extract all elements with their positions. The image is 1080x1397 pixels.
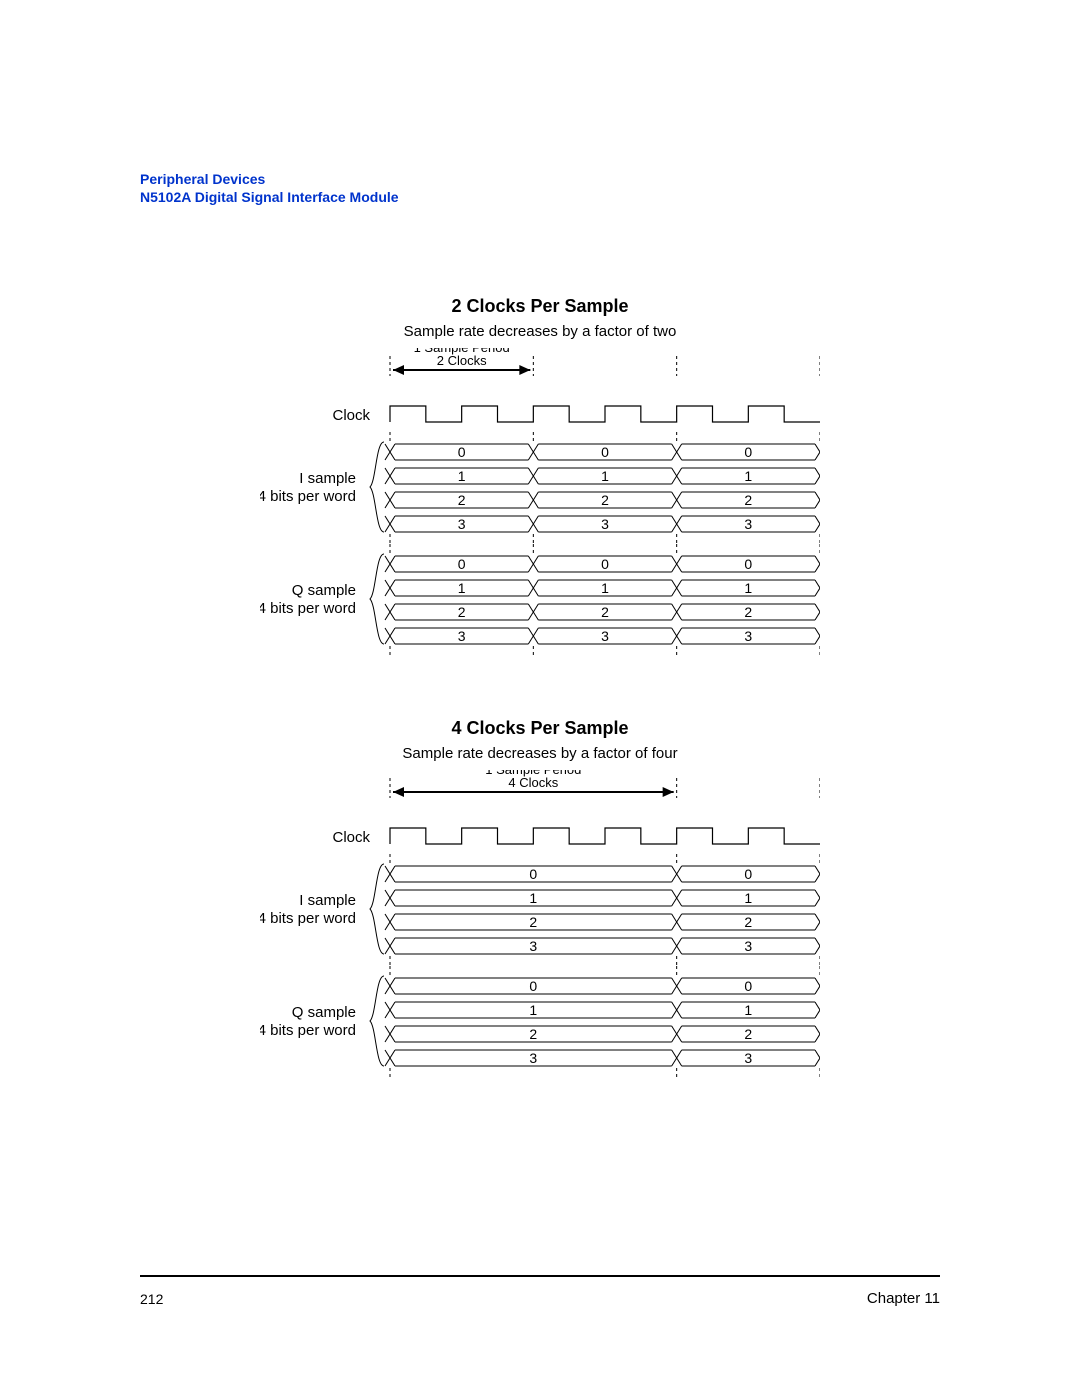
svg-text:3: 3	[744, 516, 752, 532]
svg-text:1: 1	[529, 1002, 537, 1018]
svg-text:3: 3	[744, 628, 752, 644]
breadcrumb-line1: Peripheral Devices	[140, 171, 265, 187]
svg-text:0: 0	[458, 444, 466, 460]
svg-text:0: 0	[529, 978, 537, 994]
svg-text:2: 2	[601, 492, 609, 508]
diagram-2-clocks: 2 Clocks Per Sample Sample rate decrease…	[140, 296, 940, 678]
svg-text:2: 2	[458, 492, 466, 508]
svg-text:1: 1	[744, 580, 752, 596]
svg-text:3: 3	[744, 938, 752, 954]
svg-text:1: 1	[744, 468, 752, 484]
svg-text:4 bits per word: 4 bits per word	[260, 488, 356, 505]
page-number: 212	[140, 1291, 163, 1307]
diagram-subtitle: Sample rate decreases by a factor of fou…	[140, 745, 940, 762]
diagram-4-clocks: 4 Clocks Per Sample Sample rate decrease…	[140, 718, 940, 1100]
page: Peripheral Devices N5102A Digital Signal…	[0, 0, 1080, 1397]
svg-text:1: 1	[529, 890, 537, 906]
svg-text:1: 1	[458, 580, 466, 596]
svg-text:Q sample: Q sample	[292, 582, 356, 599]
chapter-label: Chapter 11	[867, 1290, 940, 1307]
svg-text:0: 0	[744, 556, 752, 572]
breadcrumb-line2: N5102A Digital Signal Interface Module	[140, 189, 399, 205]
svg-text:2: 2	[529, 914, 537, 930]
breadcrumb: Peripheral Devices N5102A Digital Signal…	[140, 170, 940, 206]
svg-text:3: 3	[458, 516, 466, 532]
timing-diagram-svg: 1 Sample Period4 ClocksClock00112233I sa…	[260, 770, 820, 1100]
svg-text:0: 0	[744, 444, 752, 460]
svg-text:4 bits per word: 4 bits per word	[260, 910, 356, 927]
svg-text:2: 2	[744, 914, 752, 930]
svg-text:3: 3	[744, 1050, 752, 1066]
diagram-title: 4 Clocks Per Sample	[140, 718, 940, 739]
svg-text:0: 0	[744, 866, 752, 882]
svg-text:3: 3	[529, 1050, 537, 1066]
diagram-title: 2 Clocks Per Sample	[140, 296, 940, 317]
svg-text:2: 2	[601, 604, 609, 620]
svg-text:4 bits per word: 4 bits per word	[260, 600, 356, 617]
svg-text:0: 0	[601, 444, 609, 460]
svg-text:2: 2	[744, 604, 752, 620]
svg-text:1: 1	[601, 580, 609, 596]
svg-text:3: 3	[458, 628, 466, 644]
timing-diagram-svg: 1 Sample Period2 ClocksClock000111222333…	[260, 348, 820, 678]
svg-text:4 Clocks: 4 Clocks	[508, 775, 558, 790]
svg-text:4 bits per word: 4 bits per word	[260, 1022, 356, 1039]
svg-text:2: 2	[529, 1026, 537, 1042]
svg-text:1: 1	[458, 468, 466, 484]
svg-text:Q sample: Q sample	[292, 1004, 356, 1021]
svg-text:2: 2	[744, 492, 752, 508]
svg-text:3: 3	[601, 516, 609, 532]
footer-rule	[140, 1275, 940, 1277]
svg-text:1: 1	[601, 468, 609, 484]
svg-text:1: 1	[744, 890, 752, 906]
svg-text:3: 3	[601, 628, 609, 644]
svg-text:3: 3	[529, 938, 537, 954]
svg-text:2: 2	[744, 1026, 752, 1042]
svg-text:0: 0	[458, 556, 466, 572]
svg-text:Clock: Clock	[332, 407, 370, 424]
svg-text:0: 0	[529, 866, 537, 882]
svg-text:I sample: I sample	[299, 470, 356, 487]
svg-text:Clock: Clock	[332, 829, 370, 846]
svg-text:2 Clocks: 2 Clocks	[437, 353, 487, 368]
svg-text:I sample: I sample	[299, 892, 356, 909]
svg-text:0: 0	[744, 978, 752, 994]
svg-text:1: 1	[744, 1002, 752, 1018]
svg-text:2: 2	[458, 604, 466, 620]
diagram-subtitle: Sample rate decreases by a factor of two	[140, 323, 940, 340]
svg-text:0: 0	[601, 556, 609, 572]
